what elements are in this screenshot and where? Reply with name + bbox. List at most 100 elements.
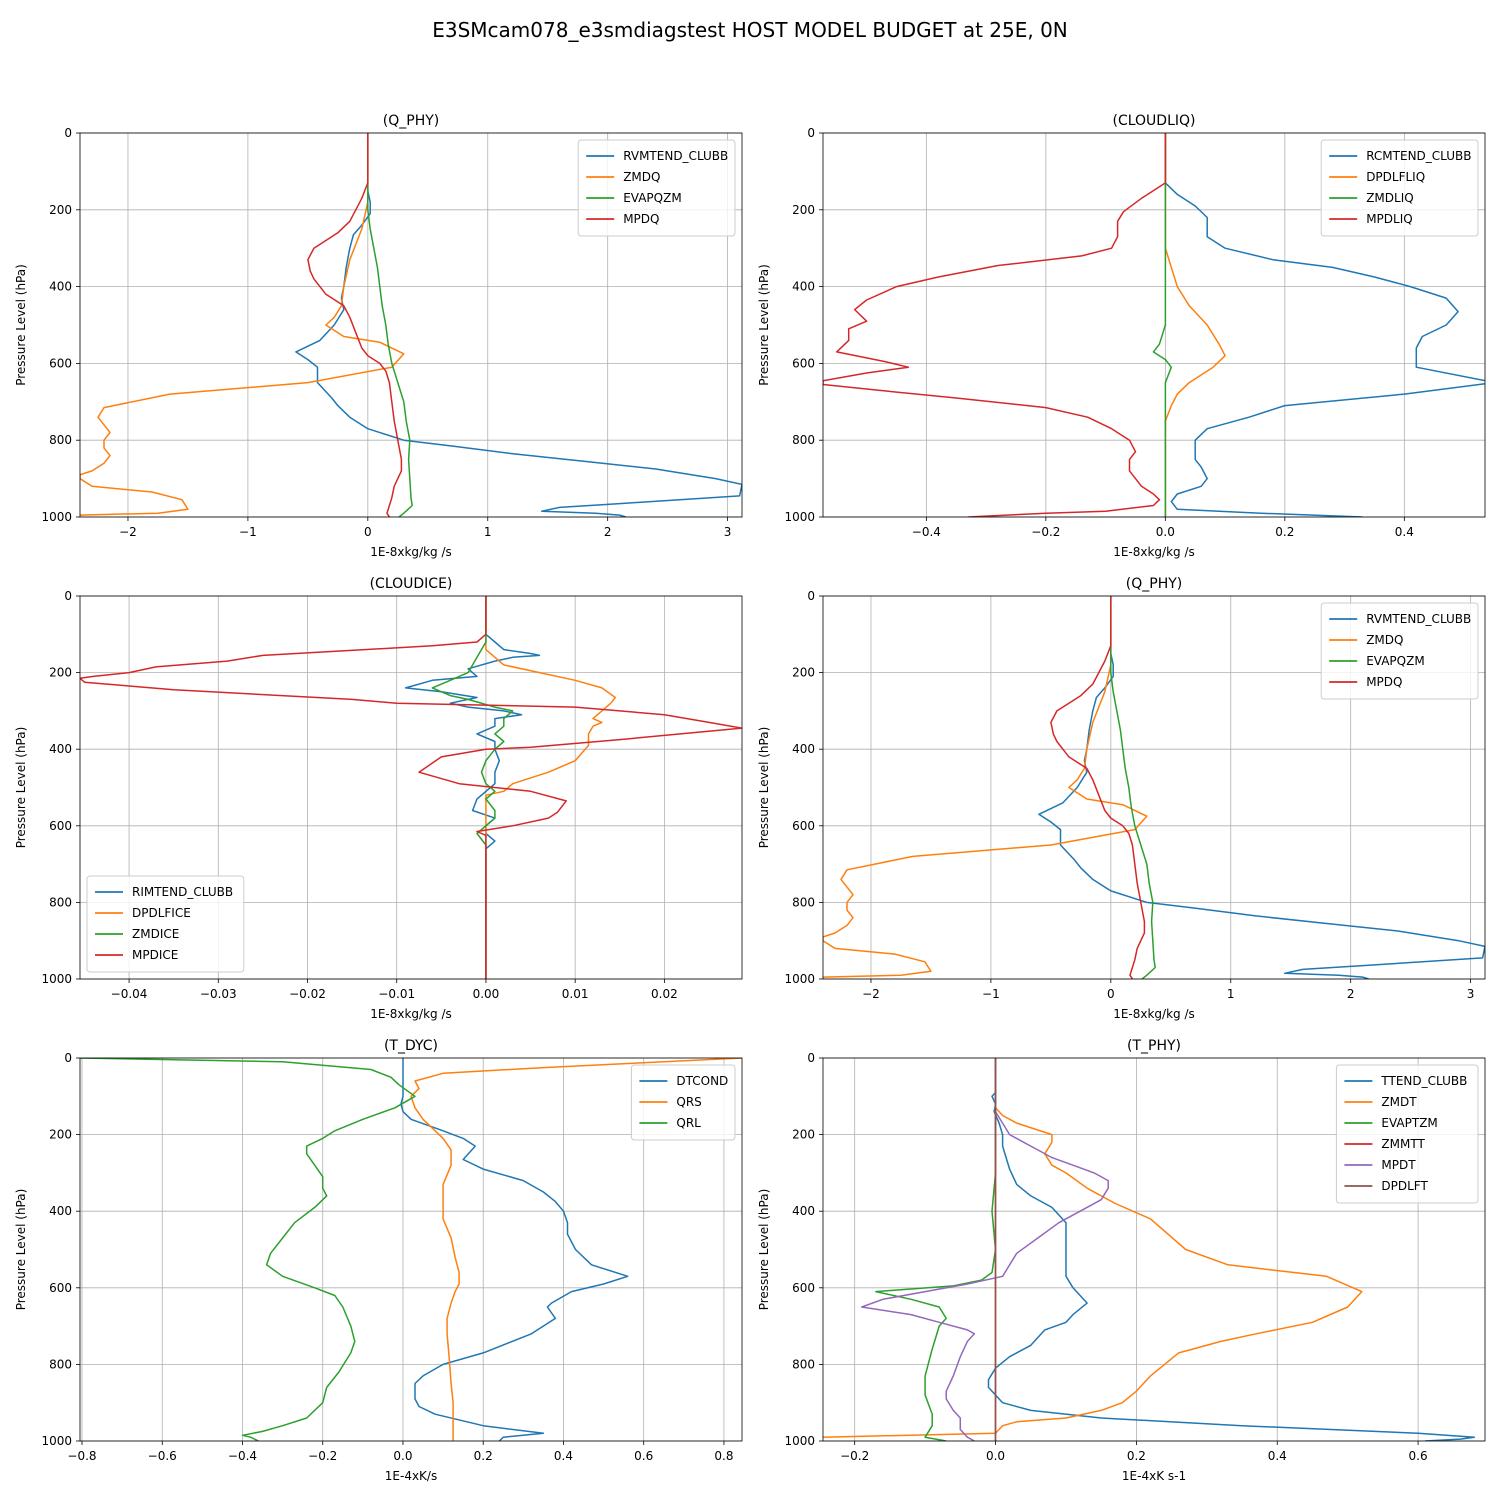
legend: RCMTEND_CLUBB DPDLFLIQ ZMDLIQ MPDLIQ bbox=[1320, 139, 1479, 237]
y-tick-label: 200 bbox=[49, 666, 72, 680]
y-axis-label: Pressure Level (hPa) bbox=[14, 264, 28, 386]
y-tick-label: 400 bbox=[49, 742, 72, 756]
y-tick-label: 800 bbox=[49, 1357, 72, 1371]
x-tick-label: 0.00 bbox=[473, 987, 500, 1001]
y-tick-label: 0 bbox=[64, 126, 72, 140]
legend-label: ZMDLIQ bbox=[1366, 191, 1413, 205]
series-line-rimtend-clubb bbox=[404, 596, 541, 979]
legend-box bbox=[1320, 602, 1479, 700]
x-tick-label: −0.01 bbox=[378, 987, 415, 1001]
y-tick-label: 0 bbox=[64, 589, 72, 603]
x-tick-label: −0.6 bbox=[148, 1449, 177, 1463]
legend-label: EVAPQZM bbox=[1366, 654, 1425, 668]
x-tick-label: 3 bbox=[724, 525, 732, 539]
legend-label: MPDQ bbox=[623, 212, 659, 226]
y-tick-label: 200 bbox=[792, 203, 815, 217]
x-tick-label: −0.2 bbox=[308, 1449, 337, 1463]
x-tick-label: 0.0 bbox=[393, 1449, 412, 1463]
x-tick-label: 2 bbox=[1347, 987, 1355, 1001]
series-lines bbox=[823, 1058, 1476, 1441]
legend-label: MPDT bbox=[1381, 1158, 1416, 1172]
y-tick-label: 400 bbox=[49, 1204, 72, 1218]
y-tick-label: 0 bbox=[807, 126, 815, 140]
x-tick-label: −0.02 bbox=[289, 987, 326, 1001]
x-axis-label: 1E-8xkg/kg /s bbox=[1113, 1007, 1195, 1021]
x-tick-label: 1 bbox=[1227, 987, 1235, 1001]
legend: RVMTEND_CLUBB ZMDQ EVAPQZM MPDQ bbox=[1320, 602, 1479, 700]
y-tick-label: 600 bbox=[792, 819, 815, 833]
axes-frame bbox=[79, 132, 743, 518]
legend-box bbox=[630, 1064, 736, 1141]
legend-label: DPDLFT bbox=[1381, 1179, 1428, 1193]
x-tick-label: −0.04 bbox=[111, 987, 148, 1001]
x-axis-label: 1E-8xkg/kg /s bbox=[370, 1007, 452, 1021]
series-line-zmdice bbox=[431, 596, 514, 979]
y-tick-label: 600 bbox=[792, 1281, 815, 1295]
x-tick-label: 0.2 bbox=[474, 1449, 493, 1463]
series-lines bbox=[823, 133, 1485, 517]
y-tick-label: 200 bbox=[49, 203, 72, 217]
series-line-evapqzm bbox=[1110, 596, 1156, 979]
legend-label: ZMMTT bbox=[1381, 1137, 1425, 1151]
legend-label: QRS bbox=[676, 1095, 701, 1109]
legend: RVMTEND_CLUBB ZMDQ EVAPQZM MPDQ bbox=[577, 139, 736, 237]
y-tick-label: 600 bbox=[49, 819, 72, 833]
legend-label: MPDQ bbox=[1366, 675, 1402, 689]
x-tick-label: 0.4 bbox=[554, 1449, 573, 1463]
y-tick-label: 1000 bbox=[41, 972, 72, 986]
axes-frame bbox=[822, 132, 1486, 518]
panel-title: (CLOUDICE) bbox=[370, 576, 453, 592]
y-tick-label: 600 bbox=[792, 356, 815, 370]
y-tick-label: 600 bbox=[49, 1281, 72, 1295]
figure-title: E3SMcam078_e3smdiagstest HOST MODEL BUDG… bbox=[432, 18, 1068, 42]
series-line-ttend-clubb bbox=[987, 1058, 1476, 1441]
x-axis-label: 1E-4xK/s bbox=[385, 1469, 437, 1483]
series-lines bbox=[80, 1058, 742, 1441]
legend-label: ZMDQ bbox=[623, 170, 660, 184]
chart-panel-2: −0.4 −0.2 0.0 0.2 0.4 0 200 400 600 800 1000 (CLOUD… bbox=[757, 113, 1486, 559]
x-tick-label: 3 bbox=[1467, 987, 1475, 1001]
legend-label: DTCOND bbox=[676, 1074, 728, 1088]
legend-label: RVMTEND_CLUBB bbox=[1366, 612, 1471, 626]
y-tick-label: 400 bbox=[792, 1204, 815, 1218]
legend-box bbox=[86, 875, 245, 973]
y-tick-label: 1000 bbox=[784, 1434, 815, 1448]
series-line-dpdlfice bbox=[485, 596, 617, 979]
series-line-mpdq bbox=[307, 133, 403, 517]
x-tick-label: 0.0 bbox=[986, 1449, 1005, 1463]
series-line-mpdt bbox=[860, 1058, 1109, 1441]
y-tick-label: 1000 bbox=[784, 972, 815, 986]
legend-label: RVMTEND_CLUBB bbox=[623, 149, 728, 163]
legend-label: ZMDT bbox=[1381, 1095, 1417, 1109]
series-line-qrs bbox=[410, 1058, 742, 1441]
x-tick-label: 2 bbox=[604, 525, 612, 539]
y-tick-label: 200 bbox=[792, 666, 815, 680]
y-tick-label: 0 bbox=[807, 1051, 815, 1065]
axes-frame bbox=[822, 1057, 1486, 1442]
x-tick-label: −0.2 bbox=[1031, 525, 1060, 539]
legend-label: RCMTEND_CLUBB bbox=[1366, 149, 1471, 163]
series-line-dtcond bbox=[400, 1058, 629, 1441]
legend-label: QRL bbox=[676, 1116, 701, 1130]
y-tick-label: 0 bbox=[807, 589, 815, 603]
x-tick-label: −2 bbox=[119, 525, 137, 539]
chart-panel-3: −0.04 −0.03 −0.02 −0.01 0.00 0.01 0.02 0 200 400 6… bbox=[14, 576, 743, 1021]
y-tick-label: 1000 bbox=[784, 510, 815, 524]
x-tick-label: −0.4 bbox=[228, 1449, 257, 1463]
x-tick-label: 0.6 bbox=[634, 1449, 653, 1463]
x-tick-label: 0 bbox=[364, 525, 372, 539]
panel-title: (CLOUDLIQ) bbox=[1113, 113, 1196, 129]
x-tick-label: 0.2 bbox=[1127, 1449, 1146, 1463]
x-tick-label: 0.2 bbox=[1275, 525, 1294, 539]
series-line-zmdliq bbox=[1152, 133, 1173, 517]
x-tick-label: 0 bbox=[1107, 987, 1115, 1001]
panel-title: (T_DYC) bbox=[384, 1038, 438, 1054]
legend: TTEND_CLUBB ZMDT EVAPTZM ZMMTT MPDT DPDLFT bbox=[1335, 1064, 1479, 1204]
x-tick-label: 0.8 bbox=[714, 1449, 733, 1463]
legend-label: DPDLFLIQ bbox=[1366, 170, 1425, 184]
axes-frame bbox=[79, 1057, 743, 1442]
y-tick-label: 800 bbox=[792, 895, 815, 909]
y-tick-label: 200 bbox=[792, 1128, 815, 1142]
series-line-qrl bbox=[80, 1058, 416, 1441]
